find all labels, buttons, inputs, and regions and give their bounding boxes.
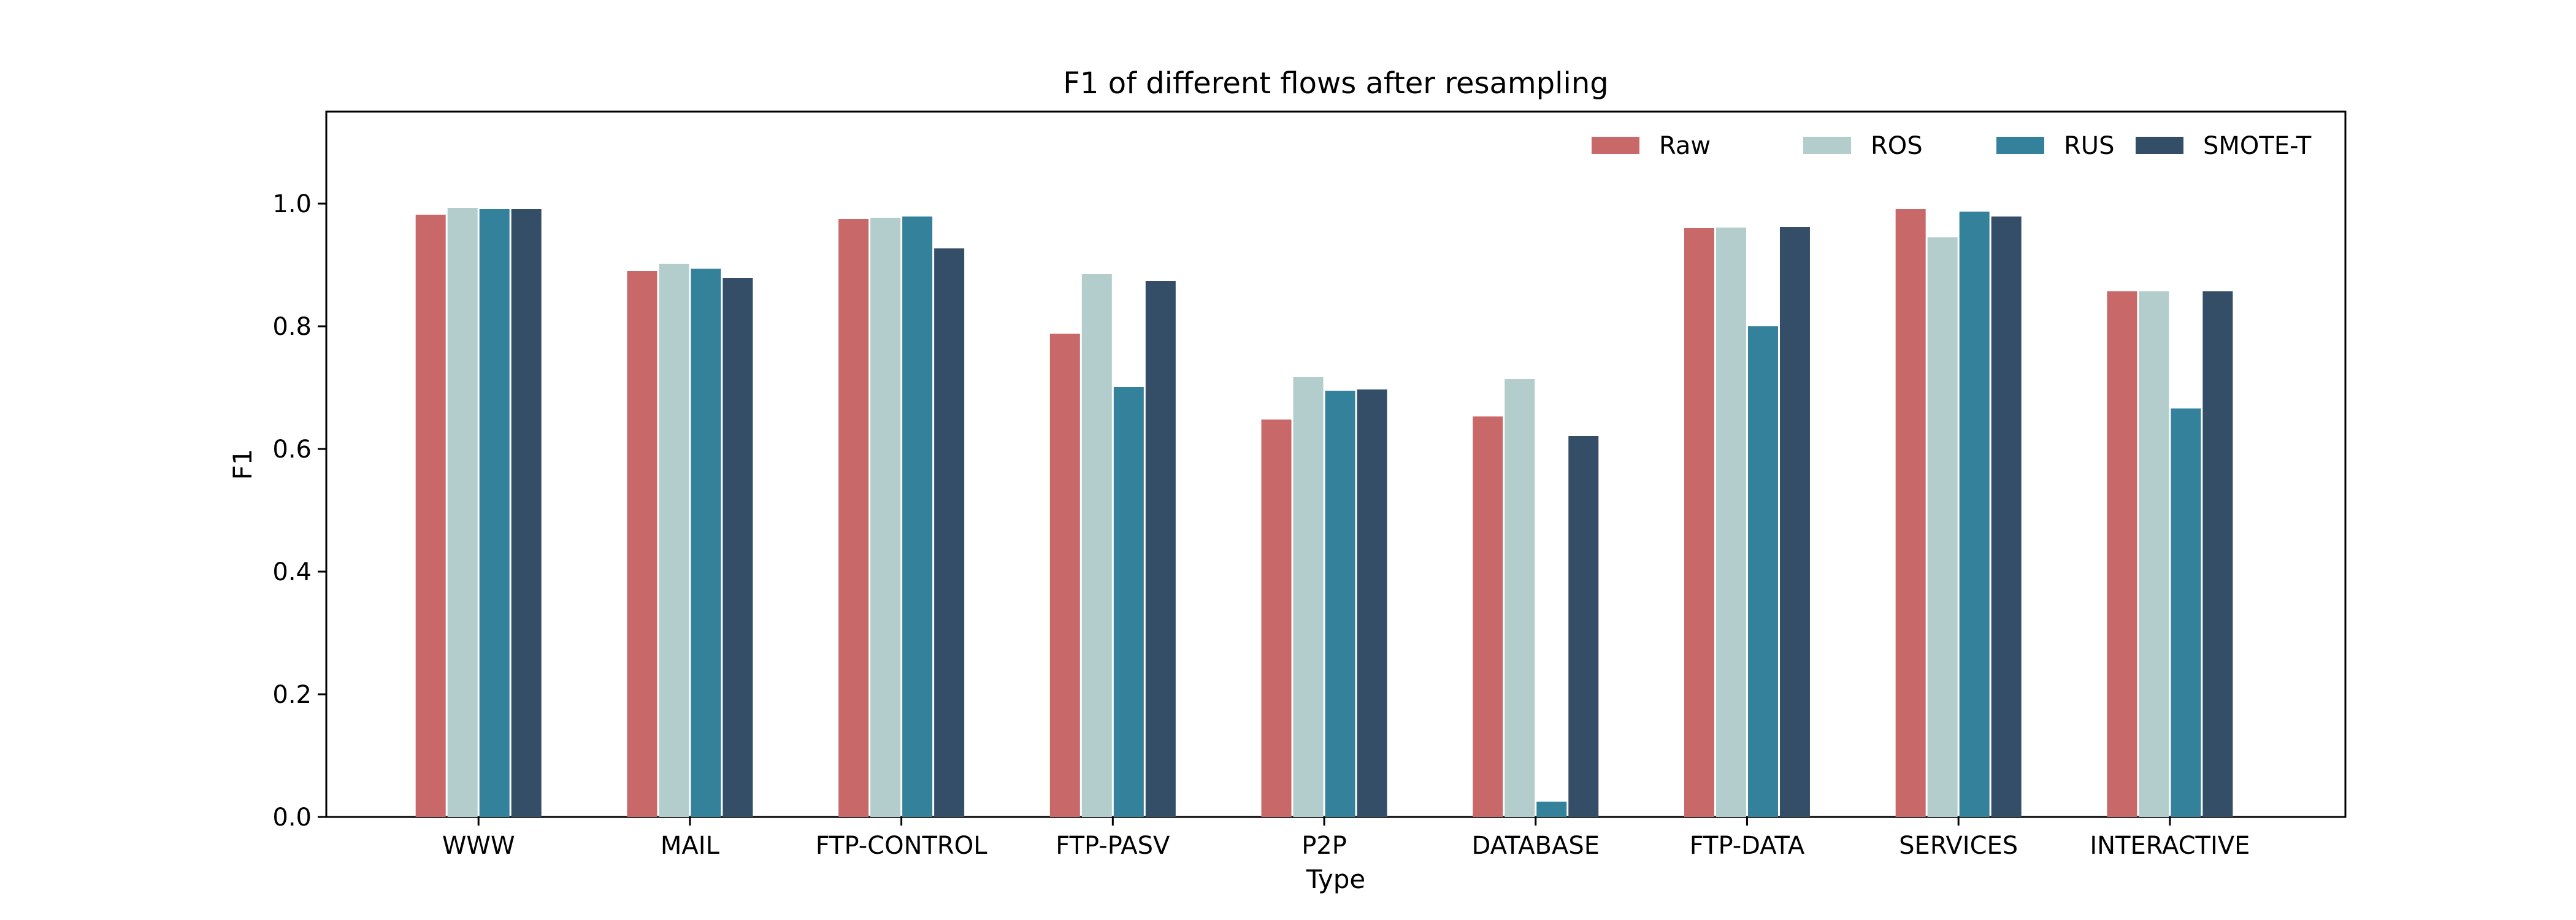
y-tick-label: 0.0: [272, 803, 312, 832]
y-tick-label: 0.6: [272, 435, 312, 464]
bars: [415, 208, 2233, 817]
bar-smote-t-interactive: [2202, 291, 2233, 817]
bar-ros-www: [447, 208, 478, 817]
x-axis-label: Type: [1306, 864, 1365, 894]
y-tick-label: 1.0: [272, 190, 312, 218]
bar-ros-services: [1927, 237, 1958, 817]
bar-smote-t-mail: [723, 278, 753, 817]
y-tick-label: 0.8: [272, 313, 312, 341]
x-tick-label: INTERACTIVE: [2090, 832, 2250, 860]
bar-smote-t-services: [1991, 217, 2022, 817]
bar-raw-ftp-pasv: [1049, 334, 1080, 817]
bar-rus-ftp-pasv: [1113, 387, 1144, 817]
bar-raw-mail: [627, 271, 657, 817]
bar-rus-p2p: [1325, 391, 1355, 817]
x-tick-label: FTP-DATA: [1690, 832, 1805, 860]
legend-label-raw: Raw: [1659, 132, 1711, 160]
bar-rus-ftp-data: [1747, 326, 1778, 817]
chart-title: F1 of different flows after resampling: [1063, 66, 1608, 101]
bar-ros-interactive: [2139, 291, 2169, 817]
bar-smote-t-p2p: [1357, 389, 1387, 817]
legend-swatch-rus: [1996, 137, 2044, 154]
x-axis: WWW MAIL FTP-CONTROL FTP-PASV P2P DATABASE FTP…: [442, 817, 2250, 860]
x-tick-label: WWW: [442, 832, 515, 860]
x-tick-label: DATABASE: [1471, 832, 1600, 860]
legend-swatch-ros: [1803, 137, 1851, 154]
bar-rus-services: [1959, 212, 1990, 817]
y-axis-label: F1: [228, 449, 258, 480]
bar-rus-database: [1536, 802, 1567, 817]
x-tick-label: P2P: [1301, 832, 1347, 860]
bar-rus-www: [479, 209, 510, 817]
legend-swatch-raw: [1592, 137, 1639, 154]
bar-ros-mail: [659, 264, 689, 817]
bar-ros-ftp-data: [1715, 228, 1746, 817]
y-axis: 0.0 0.2 0.4 0.6 0.8 1.0: [272, 190, 326, 832]
bar-raw-services: [1895, 209, 1926, 817]
legend-label-ros: ROS: [1871, 132, 1923, 160]
legend-label-rus: RUS: [2064, 132, 2114, 160]
bar-rus-mail: [691, 269, 721, 817]
bar-raw-p2p: [1261, 420, 1292, 817]
y-tick-label: 0.4: [272, 558, 312, 586]
bar-rus-ftp-control: [902, 217, 933, 817]
bar-smote-t-ftp-data: [1779, 227, 1810, 817]
bar-smote-t-database: [1568, 436, 1599, 817]
bar-raw-database: [1473, 416, 1503, 817]
x-tick-label: FTP-CONTROL: [816, 832, 987, 860]
bar-ros-database: [1505, 379, 1535, 817]
bar-smote-t-www: [511, 209, 542, 817]
legend-label-smote-t: SMOTE-T: [2203, 132, 2312, 160]
bar-rus-interactive: [2171, 408, 2201, 817]
x-tick-label: FTP-PASV: [1056, 832, 1170, 860]
bar-ros-ftp-pasv: [1081, 274, 1112, 817]
legend: Raw ROS RUS SMOTE-T: [1592, 132, 2312, 160]
bar-raw-www: [415, 215, 446, 817]
legend-swatch-smote-t: [2136, 137, 2183, 154]
x-tick-label: MAIL: [661, 832, 720, 860]
bar-raw-ftp-data: [1684, 228, 1714, 817]
bar-raw-ftp-control: [838, 219, 869, 817]
bar-ros-ftp-control: [870, 218, 901, 817]
x-tick-label: SERVICES: [1899, 832, 2018, 860]
y-tick-label: 0.2: [272, 681, 312, 709]
bar-raw-interactive: [2107, 291, 2137, 817]
bar-smote-t-ftp-control: [934, 248, 965, 817]
bar-ros-p2p: [1293, 377, 1324, 817]
bar-smote-t-ftp-pasv: [1145, 281, 1176, 817]
